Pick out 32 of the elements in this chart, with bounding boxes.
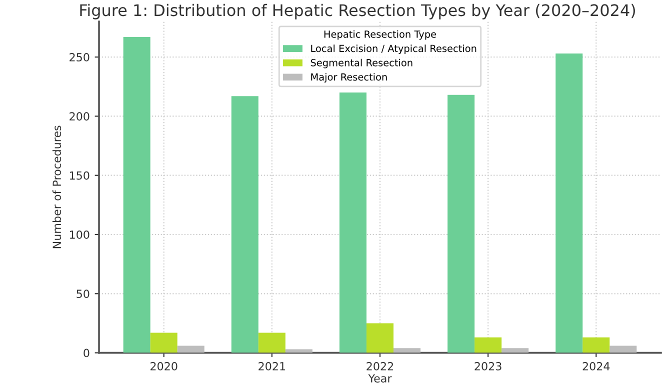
bar [339,92,366,353]
x-tick-label: 2020 [150,362,178,370]
x-tick-label: 2022 [366,362,394,370]
bar [582,337,610,353]
y-axis-title: Number of Procedures [52,126,62,248]
x-tick-label: 2024 [582,362,610,370]
legend-label: Major Resection [311,73,387,83]
x-axis-title: Year [368,374,392,383]
chart-title: Figure 1: Distribution of Hepatic Resection Types by Year (2020–2024) [80,4,635,20]
bar [502,348,529,353]
legend-title: Hepatic Resection Type [324,30,436,40]
bar [177,346,204,353]
bar [123,36,150,353]
x-tick-label: 2021 [258,362,286,370]
legend-label: Local Excision / Atypical Resection [311,44,476,54]
bar [474,337,502,353]
y-tick-label: 200 [70,112,90,121]
bar [610,346,637,353]
y-tick-label: 0 [84,348,90,358]
legend-label: Segmental Resection [310,58,412,68]
bar [150,332,178,353]
y-tick-label: 50 [76,290,90,298]
bar [366,323,394,353]
bar [258,332,286,353]
bar [448,94,475,353]
x-tick-label: 2023 [474,362,502,370]
y-tick-label: 250 [70,53,90,62]
y-tick-label: 150 [70,171,90,180]
bar [231,96,258,353]
bar [556,54,583,353]
y-tick-label: 100 [70,230,90,239]
bar [394,348,421,353]
